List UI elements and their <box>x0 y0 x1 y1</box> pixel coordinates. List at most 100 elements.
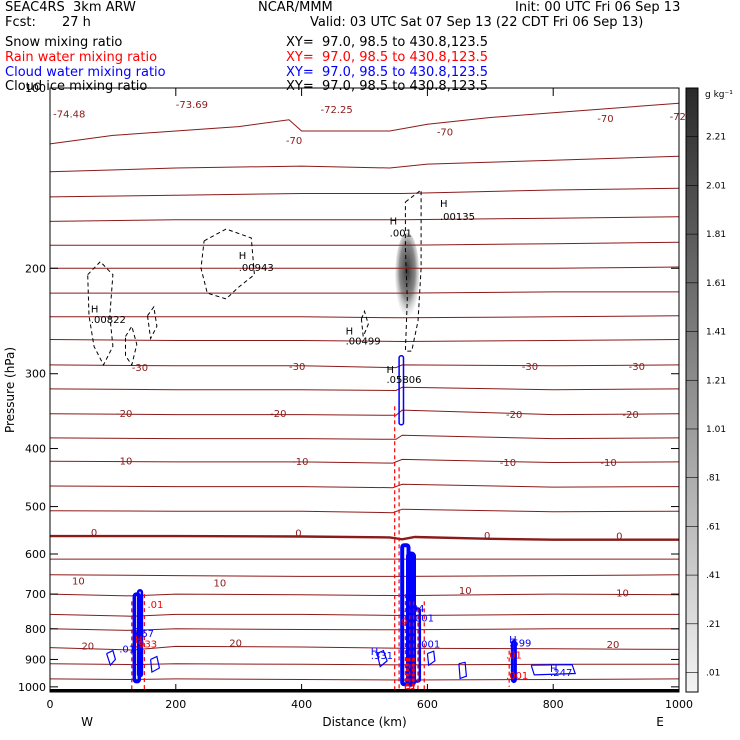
annotation-label-58: H <box>550 664 558 675</box>
annotation-label-19: 0 <box>91 528 97 539</box>
organization: NCAR/MMM <box>258 0 333 15</box>
colorbar-tick-label-2: 1.81 <box>706 230 726 240</box>
isotherm-1 <box>49 155 680 173</box>
colorbar-tick-label-3: 1.61 <box>706 279 726 289</box>
y-axis-title: Pressure (hPa) <box>3 347 17 433</box>
annotation-label-35: .00943 <box>239 263 274 274</box>
colorbar-tick-label-6: 1.01 <box>706 425 726 435</box>
field-cloud-ice-name: Cloud ice mixing ratio <box>5 79 148 94</box>
colorbar-tick-label-5: 1.21 <box>706 376 726 386</box>
west-label: W <box>81 715 93 729</box>
forecast-label: Fcst: <box>5 15 36 30</box>
init-time: Init: 00 UTC Fri 06 Sep 13 <box>515 0 681 15</box>
annotation-label-46: .01 <box>119 644 135 655</box>
annotation-label-33: .00135 <box>440 212 475 223</box>
annotation-label-7: -30 <box>132 363 148 374</box>
isotherm-16 <box>50 534 679 541</box>
cloud-water-blob-3 <box>426 650 436 667</box>
colorbar-bar <box>685 87 699 693</box>
annotation-label-37: .00822 <box>91 315 126 326</box>
snow-contour-1 <box>125 325 138 367</box>
x-tick-label-4: 800 <box>543 698 564 711</box>
colorbar-tick-label-11: .01 <box>706 669 720 679</box>
colorbar-tick-label-9: .41 <box>706 571 720 581</box>
isotherm-3 <box>49 216 680 222</box>
y-tick-label-9: 1000 <box>18 681 46 694</box>
annotation-label-28: 20 <box>229 638 242 649</box>
annotation-label-1: -73.69 <box>176 100 208 111</box>
x-axis-title: Distance (km) <box>322 715 406 729</box>
y-tick-label-6: 700 <box>25 588 46 601</box>
field-cloud-water-name: Cloud water mixing ratio <box>5 65 166 80</box>
isotherm-13 <box>49 458 680 464</box>
snow-contour-5 <box>404 188 422 352</box>
annotation-label-16: -10 <box>292 457 308 468</box>
annotation-label-26: 10 <box>616 588 629 599</box>
annotation-label-57: .001 <box>506 671 528 682</box>
annotation-label-15: -10 <box>116 456 132 467</box>
colorbar-unit: g kg⁻¹ <box>705 90 733 100</box>
annotation-label-30: H <box>390 216 398 227</box>
annotation-label-49: .331 <box>371 651 393 662</box>
cloud-water-contour-1 <box>136 589 144 678</box>
isotherm-0 <box>49 102 680 145</box>
annotation-label-45: .933 <box>135 640 157 651</box>
annotation-label-22: 0 <box>616 532 622 543</box>
annotation-label-9: -30 <box>522 362 538 373</box>
isotherm-6 <box>50 291 679 294</box>
cloud-water-blob-0 <box>106 649 117 667</box>
isotherm-14 <box>49 483 680 489</box>
annotation-label-39: .00499 <box>346 336 381 347</box>
annotation-label-24: 10 <box>214 579 227 590</box>
annotation-label-38: H <box>346 326 354 337</box>
annotation-label-10: -30 <box>629 362 645 373</box>
field-cloud-ice-xy: XY= 97.0, 98.5 to 430.8,123.5 <box>286 79 489 94</box>
cloud-water-blob-5 <box>530 663 577 676</box>
isotherm-19 <box>49 593 680 597</box>
annotation-label-13: -20 <box>506 410 522 421</box>
snow-contour-3 <box>200 228 255 300</box>
annotation-label-56: .01 <box>506 651 522 662</box>
annotation-label-6: -70 <box>597 114 613 125</box>
y-tick-label-2: 300 <box>25 368 46 381</box>
x-tick-label-2: 400 <box>291 698 312 711</box>
annotation-label-47: .01 <box>147 600 163 611</box>
isotherm-7 <box>50 315 680 319</box>
x-tick-label-3: 600 <box>417 698 438 711</box>
colorbar-tick-label-0: 2.21 <box>706 133 726 143</box>
east-label: E <box>656 715 664 729</box>
annotation-label-12: -20 <box>270 409 286 420</box>
annotation-label-51: 9 <box>401 618 407 629</box>
field-rain-xy: XY= 97.0, 98.5 to 430.8,123.5 <box>286 50 489 65</box>
cloud-water-contour-4 <box>413 607 422 683</box>
isotherm-9 <box>49 364 680 369</box>
annotation-label-25: 10 <box>459 586 472 597</box>
isotherm-22 <box>49 645 680 651</box>
cloud-water-blob-4 <box>458 661 468 680</box>
annotation-label-8: -30 <box>289 362 305 373</box>
y-tick-label-8: 900 <box>25 653 46 666</box>
colorbar-tick-label-1: 2.01 <box>706 181 726 191</box>
field-rain-name: Rain water mixing ratio <box>5 50 158 65</box>
annotation-label-21: 0 <box>484 531 490 542</box>
model-name: SEAC4RS 3km ARW <box>5 0 136 15</box>
isotherm-11 <box>49 409 680 416</box>
isotherm-2 <box>49 187 680 198</box>
snow-contour-4 <box>360 309 369 337</box>
colorbar-tick-label-7: .81 <box>706 474 720 484</box>
y-tick-label-1: 200 <box>25 262 46 275</box>
isotherm-12 <box>49 434 680 440</box>
colorbar-tick-label-10: .21 <box>706 620 720 630</box>
annotation-label-36: H <box>91 304 99 315</box>
annotation-label-31: .001 <box>390 228 412 239</box>
annotation-label-52: .001 <box>412 614 434 625</box>
isotherm-8 <box>49 339 680 343</box>
annotation-label-32: H <box>440 199 448 210</box>
cloud-water-blob-2 <box>376 649 388 668</box>
annotation-label-50: .984 <box>402 604 424 615</box>
annotation-label-11: -20 <box>116 409 132 420</box>
annotation-label-55: .599 <box>509 639 531 650</box>
annotation-label-40: H <box>387 365 395 376</box>
annotation-label-42: H <box>132 625 140 636</box>
